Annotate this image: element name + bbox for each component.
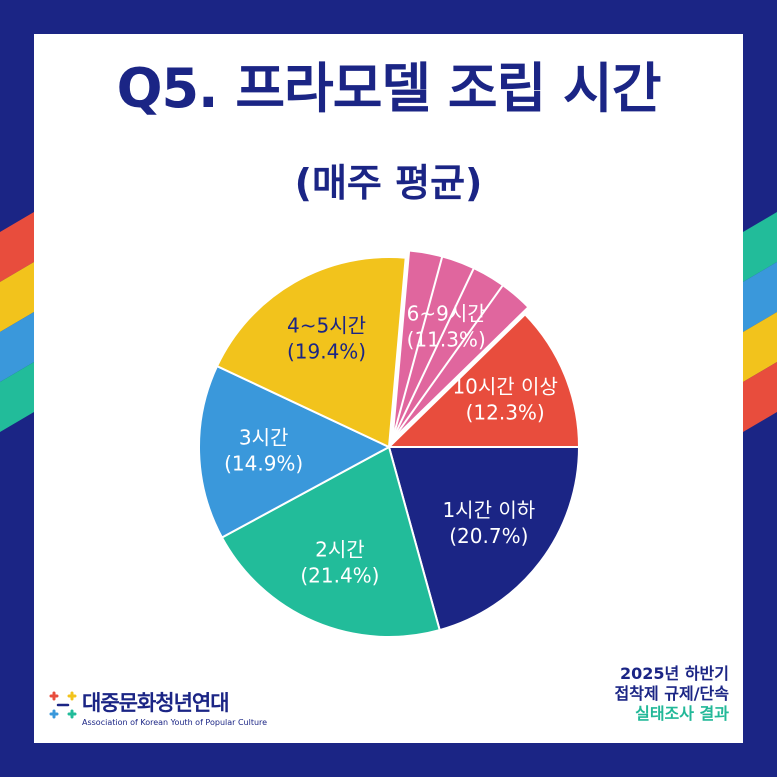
pie-subdivider-line [391, 256, 444, 441]
pie-label-category: 10시간 이상 [452, 375, 557, 399]
pie-label-percent: (12.3%) [466, 401, 545, 425]
pie-slice-6 [386, 312, 581, 448]
org-name: 대중문화청년연대 [82, 691, 230, 715]
left-stripe-yellow [0, 262, 34, 332]
report-type: 실태조사 결과 [635, 704, 729, 723]
report-period: 2025년 하반기 [620, 664, 729, 683]
pie-slice-1 [387, 446, 581, 632]
pie-slice-4 [215, 256, 407, 449]
pie-slice-group-1: 1시간 이하(20.7%) [387, 446, 581, 632]
pie-label-category: 2시간 [315, 537, 365, 561]
pie-slice-group-2: 2시간(21.4%) [220, 445, 441, 638]
pie-subdivider-line [391, 284, 504, 441]
pie-slice-group-5: 6~9시간(11.3%) [391, 249, 530, 443]
org-english-name: Association of Korean Youth of Popular C… [82, 718, 268, 727]
pie-label-category: 6~9시간 [407, 301, 486, 325]
pie-slice-group-6: 10시간 이상(12.3%) [386, 312, 581, 448]
page-title: Q5. 프라모델 조립 시간 [116, 57, 662, 120]
org-logo-icon [49, 691, 77, 719]
right-stripe-yellow [743, 312, 777, 382]
pie-label-category: 3시간 [239, 426, 289, 450]
left-stripe-blue [0, 312, 34, 382]
pie-slice-2 [220, 445, 441, 638]
pie-slice-3 [198, 364, 392, 539]
pie-label-percent: (19.4%) [287, 339, 366, 363]
pie-subdivider-line [391, 267, 475, 441]
right-stripe-red [743, 362, 777, 432]
pie-slice-group-3: 3시간(14.9%) [198, 364, 392, 539]
pie-label-category: 1시간 이하 [442, 498, 535, 522]
pie-label-percent: (21.4%) [300, 563, 379, 587]
pie-label-percent: (14.9%) [224, 452, 303, 476]
report-topic: 접착제 규제/단속 [614, 684, 729, 703]
left-stripe-green [0, 362, 34, 432]
pie-slice-group-4: 4~5시간(19.4%) [215, 256, 407, 449]
page-subtitle: (매주 평균) [294, 161, 483, 205]
left-stripe-red [0, 212, 34, 282]
report-badge: 2025년 하반기 접착제 규제/단속 실태조사 결과 [615, 664, 729, 724]
right-stripe-green [743, 212, 777, 282]
pie-label-percent: (11.3%) [407, 327, 486, 351]
pie-label-category: 4~5시간 [287, 313, 366, 337]
right-stripe-blue [743, 262, 777, 332]
pie-label-percent: (20.7%) [449, 524, 528, 548]
